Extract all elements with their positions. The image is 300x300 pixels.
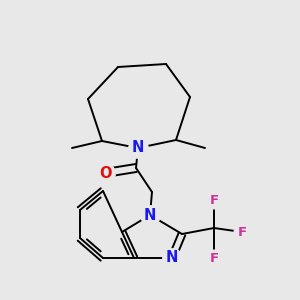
Text: F: F: [237, 226, 247, 238]
Text: O: O: [99, 166, 111, 181]
Text: N: N: [132, 140, 144, 155]
Text: F: F: [209, 251, 219, 265]
Text: F: F: [209, 194, 219, 206]
Text: N: N: [144, 208, 156, 223]
Text: N: N: [166, 250, 178, 266]
